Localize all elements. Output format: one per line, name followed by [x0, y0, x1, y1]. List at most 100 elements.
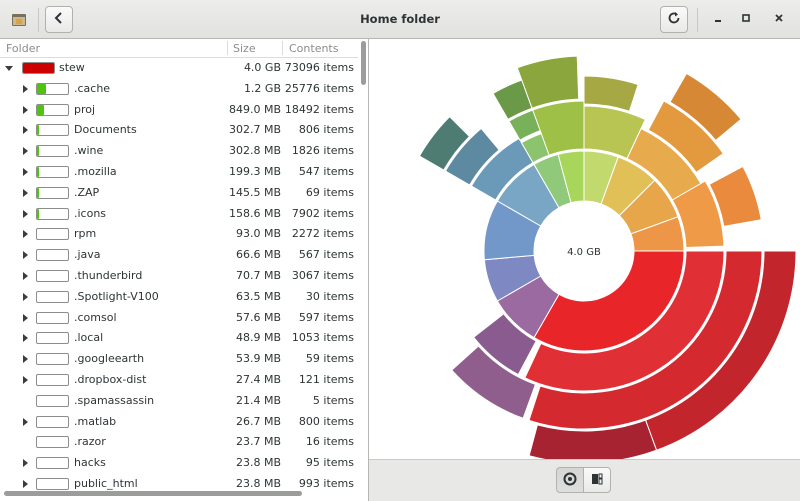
ring-segment[interactable]: [669, 72, 742, 142]
ring-segment[interactable]: [533, 250, 685, 352]
ring-segment[interactable]: [524, 250, 725, 392]
ring-segment[interactable]: [444, 127, 500, 186]
treemap-view-button[interactable]: [583, 467, 611, 493]
column-header-size[interactable]: Size: [233, 42, 256, 55]
size-bar: [36, 145, 69, 158]
tree-row[interactable]: rpm 93.0 MB 2272 items: [0, 224, 358, 245]
tree-row[interactable]: .java 66.6 MB 567 items: [0, 245, 358, 266]
ring-segment[interactable]: [630, 216, 685, 252]
tree-row[interactable]: proj 849.0 MB 18492 items: [0, 100, 358, 121]
close-button[interactable]: [765, 6, 793, 33]
vertical-scrollbar[interactable]: [361, 41, 366, 85]
ring-segment[interactable]: [528, 419, 658, 459]
size-bar-fill: [37, 125, 40, 136]
folder-size: 57.6 MB: [235, 310, 281, 324]
ring-segment[interactable]: [583, 75, 639, 112]
folder-size: 27.4 MB: [235, 373, 281, 386]
folder-contents: 95 items: [305, 456, 354, 470]
folder-size: 53.9 MB: [235, 352, 281, 366]
ring-chart[interactable]: 4.0 GB: [369, 39, 799, 459]
tree-row[interactable]: .googleearth 53.9 MB 59 items: [0, 349, 358, 370]
column-header-folder[interactable]: Folder: [6, 42, 40, 55]
maximize-button[interactable]: [732, 6, 760, 33]
tree-row[interactable]: .dropbox-dist 27.4 MB 121 items: [0, 370, 358, 391]
expander-open-icon[interactable]: [5, 66, 13, 71]
tree-row[interactable]: .ZAP 145.5 MB 69 items: [0, 183, 358, 204]
size-bar: [36, 353, 69, 366]
horizontal-scrollbar[interactable]: [4, 491, 302, 496]
ring-segment[interactable]: [418, 115, 471, 171]
folder-contents: 993 items: [298, 477, 354, 490]
tree-row[interactable]: .thunderbird 70.7 MB 3067 items: [0, 266, 358, 287]
folder-icon[interactable]: [5, 6, 33, 33]
ring-segment[interactable]: [451, 345, 537, 419]
ring-center[interactable]: [536, 203, 632, 299]
tree-row[interactable]: .icons 158.6 MB 7902 items: [0, 204, 358, 225]
tree-row[interactable]: Documents 302.7 MB 806 items: [0, 120, 358, 141]
folder-size: 93.0 MB: [235, 227, 281, 241]
folder-name: .razor: [74, 435, 106, 449]
minimize-button[interactable]: [704, 6, 732, 33]
size-bar: [36, 103, 69, 116]
tree-row[interactable]: .razor 23.7 MB 16 items: [0, 432, 358, 453]
expander-closed-icon[interactable]: [23, 147, 28, 156]
tree-row[interactable]: .spamassassin 21.4 MB 5 items: [0, 391, 358, 412]
tree-row[interactable]: .local 48.9 MB 1053 items: [0, 328, 358, 349]
reload-button[interactable]: [660, 6, 688, 33]
header-bar: Home folder: [0, 0, 800, 39]
expander-closed-icon[interactable]: [23, 209, 28, 218]
chart-panel: 4.0 GB: [369, 39, 800, 460]
expander-closed-icon[interactable]: [23, 188, 28, 197]
rings-view-button[interactable]: [556, 467, 584, 493]
expander-closed-icon[interactable]: [23, 84, 28, 93]
expander-closed-icon[interactable]: [23, 251, 28, 260]
expander-closed-icon[interactable]: [23, 355, 28, 364]
tree-row[interactable]: hacks 23.8 MB 95 items: [0, 453, 358, 474]
expander-closed-icon[interactable]: [23, 334, 28, 343]
tree-row[interactable]: .cache 1.2 GB 25776 items: [0, 79, 358, 100]
folder-contents: 121 items: [298, 373, 354, 386]
expander-closed-icon[interactable]: [23, 272, 28, 280]
tree-row[interactable]: .matlab 26.7 MB 800 items: [0, 412, 358, 433]
tree-row[interactable]: public_html 23.8 MB 993 items: [0, 474, 358, 495]
size-bar-fill: [23, 63, 54, 73]
folder-contents: 3067 items: [291, 269, 354, 282]
folder-name: .thunderbird: [74, 269, 143, 282]
ring-segment[interactable]: [647, 100, 724, 174]
folder-size: 23.7 MB: [235, 435, 281, 449]
folder-name: rpm: [74, 227, 97, 241]
expander-closed-icon[interactable]: [23, 168, 28, 176]
folder-contents: 5 items: [312, 393, 354, 407]
expander-closed-icon[interactable]: [23, 480, 28, 488]
tree-row[interactable]: .Spotlight-V100 63.5 MB 30 items: [0, 287, 358, 308]
size-bar-fill: [37, 83, 47, 94]
expander-closed-icon[interactable]: [23, 376, 28, 384]
size-bar: [22, 62, 55, 74]
tree-row[interactable]: .comsol 57.6 MB 597 items: [0, 308, 358, 329]
expander-closed-icon[interactable]: [23, 105, 28, 114]
expander-closed-icon[interactable]: [23, 292, 28, 301]
ring-segment[interactable]: [708, 165, 762, 227]
expander-closed-icon[interactable]: [23, 417, 28, 426]
folder-contents: 806 items: [298, 123, 354, 137]
tree-row[interactable]: stew 4.0 GB 73096 items: [0, 58, 358, 79]
ring-segment[interactable]: [516, 55, 580, 109]
size-bar: [36, 186, 69, 199]
column-header-contents[interactable]: Contents: [289, 42, 339, 55]
back-button[interactable]: [45, 6, 73, 33]
ring-segment[interactable]: [671, 180, 725, 248]
ring-segment[interactable]: [472, 313, 537, 376]
folder-contents: 567 items: [298, 248, 354, 262]
tree-row[interactable]: .mozilla 199.3 MB 547 items: [0, 162, 358, 183]
tree-row[interactable]: .wine 302.8 MB 1826 items: [0, 141, 358, 162]
folder-contents: 18492 items: [284, 102, 354, 116]
expander-closed-icon[interactable]: [23, 459, 28, 468]
expander-closed-icon[interactable]: [23, 126, 28, 135]
expander-closed-icon[interactable]: [23, 313, 28, 322]
size-bar: [36, 436, 69, 449]
size-bar-fill: [37, 208, 39, 219]
folder-size: 849.0 MB: [228, 102, 281, 116]
expander-closed-icon[interactable]: [23, 230, 28, 239]
ring-segment[interactable]: [528, 250, 763, 430]
size-bar: [36, 228, 69, 241]
